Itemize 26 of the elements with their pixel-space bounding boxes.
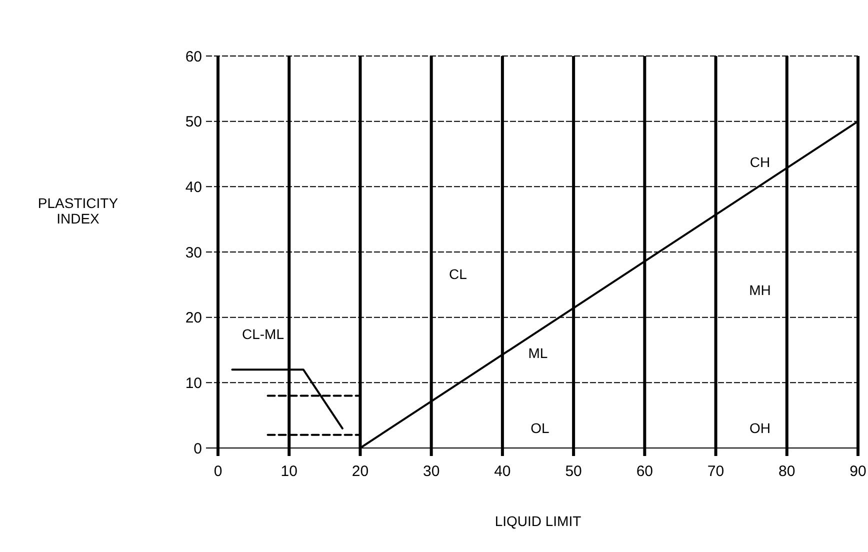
y-tick-label: 30 (185, 244, 202, 262)
x-tick-label: 20 (352, 463, 369, 480)
x-tick-label: 90 (850, 463, 866, 480)
annotation: MH (749, 282, 771, 298)
annotation: ML (528, 344, 548, 361)
y-tick-label: 20 (185, 310, 202, 327)
x-tick-label: 60 (636, 463, 654, 480)
x-tick-label: 10 (280, 463, 298, 480)
x-tick-label: 70 (707, 463, 724, 480)
x-axis-title: LIQUID LIMIT (494, 513, 582, 529)
annotation: OL (530, 420, 550, 436)
x-tick-label: 80 (778, 463, 796, 480)
annotation: OH (750, 420, 770, 436)
x-tick-label: 40 (494, 463, 511, 480)
y-tick-label: 0 (194, 440, 202, 458)
annotation: CL-ML (242, 326, 284, 342)
y-tick-label: 50 (185, 114, 202, 131)
y-axis-title: PLASTICITY INDEX (38, 195, 119, 226)
x-tick-label: 0 (214, 463, 222, 480)
x-tick-label: 30 (422, 463, 440, 480)
x-tick-label: 50 (565, 463, 582, 480)
y-tick-label: 60 (185, 48, 202, 66)
annotation: CH (750, 154, 770, 170)
y-tick-label: 40 (185, 178, 202, 196)
annotation: CL (449, 266, 468, 282)
y-tick-label: 10 (185, 374, 202, 392)
